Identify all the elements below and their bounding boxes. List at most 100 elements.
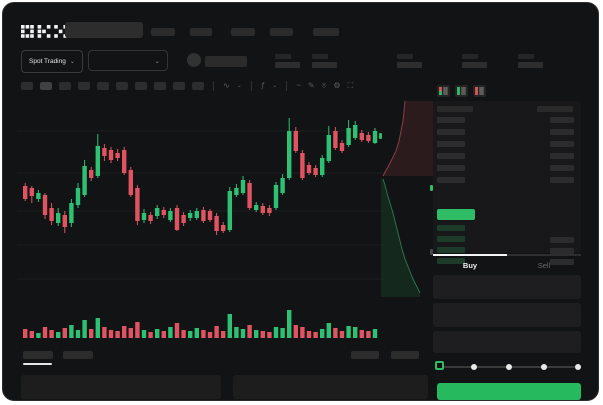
chart-section: ∿ ⌄ ƒ ⌄ ~ ✎ ⌾ ⚙ ⛶ [17, 77, 433, 400]
ask-row[interactable] [437, 117, 577, 123]
ask-row[interactable] [437, 177, 577, 183]
nav-item-1[interactable] [151, 28, 175, 36]
market-type-label: Spot Trading [29, 58, 66, 65]
bid-row[interactable] [437, 247, 577, 254]
ask-price-pill [437, 141, 465, 147]
ask-price-pill [437, 117, 465, 123]
ask-row[interactable] [437, 129, 577, 135]
slider-stop-100[interactable] [575, 364, 581, 370]
ask-qty-pill [550, 153, 574, 159]
slider-handle[interactable] [435, 361, 444, 370]
indicators-chevron-icon[interactable]: ⌄ [236, 83, 242, 89]
last-price-badge[interactable] [437, 209, 475, 220]
order-book [433, 101, 581, 265]
book-amount-column-header [537, 106, 573, 112]
orders-tab-active[interactable] [23, 351, 53, 359]
okx-logo[interactable] [21, 25, 67, 38]
nav-item-3[interactable] [231, 28, 255, 36]
orders-table-left [21, 375, 221, 399]
nav-item-2[interactable] [190, 28, 212, 36]
bid-row[interactable] [437, 225, 577, 231]
ask-qty-pill [550, 165, 574, 171]
slider-stop-25[interactable] [471, 364, 477, 370]
book-combined-icon[interactable] [437, 85, 450, 97]
coin-avatar [187, 53, 201, 67]
timeframe-pill-3[interactable] [59, 82, 71, 90]
buy-submit-button[interactable] [437, 383, 581, 400]
nav-item-4[interactable] [270, 28, 293, 36]
bid-price-pill [437, 225, 465, 231]
chevron-down-icon: ⌄ [69, 59, 75, 65]
ask-qty-pill [550, 177, 574, 183]
price-input[interactable] [433, 275, 581, 299]
timeframe-pill-9[interactable] [173, 82, 185, 90]
timeframe-pill-1[interactable] [21, 82, 33, 90]
settings-icon[interactable]: ⚙ [333, 81, 341, 90]
order-side-tabs: Buy Sell [433, 254, 581, 274]
book-price-column-header [437, 106, 473, 112]
trading-pair-selector[interactable]: ⌄ [88, 50, 168, 71]
timeframe-pill-4[interactable] [78, 82, 90, 90]
candlestick-chart[interactable] [17, 99, 383, 299]
ask-row[interactable] [437, 153, 577, 159]
orders-tab-underline [23, 363, 52, 365]
candle-style-icon[interactable]: ƒ [260, 81, 266, 90]
indicators-icon[interactable]: ∿ [223, 81, 230, 90]
candle-style-chevron-icon[interactable]: ⌄ [272, 83, 278, 89]
ask-row[interactable] [437, 141, 577, 147]
amount-input[interactable] [433, 303, 581, 327]
fullscreen-icon[interactable]: ⛶ [347, 81, 354, 90]
total-input[interactable] [433, 331, 581, 353]
bid-row[interactable] [437, 236, 577, 243]
app-window: Spot Trading ⌄ ⌄ ∿ ⌄ ƒ ⌄ ~ ✎ ⌾ ⚙ ⛶ Buy S [2, 2, 599, 401]
toolbar-divider [213, 81, 214, 91]
slider-stop-75[interactable] [541, 364, 547, 370]
orders-tab-2[interactable] [63, 351, 93, 359]
ticker-stat [275, 54, 300, 68]
market-type-selector[interactable]: Spot Trading ⌄ [21, 50, 83, 73]
ticker-stat [518, 54, 543, 68]
bid-price-pill [437, 258, 465, 264]
ask-row[interactable] [437, 165, 577, 171]
bid-qty-pill [550, 237, 574, 243]
draw-icon[interactable]: ✎ [307, 81, 315, 90]
toolbar-divider [250, 81, 252, 91]
timeframe-pill-7[interactable] [135, 82, 147, 90]
ask-price-pill [437, 129, 465, 135]
chart-toolbar: ∿ ⌄ ƒ ⌄ ~ ✎ ⌾ ⚙ ⛶ [21, 81, 353, 91]
timeframe-pill-2[interactable] [40, 82, 52, 90]
search-input[interactable] [65, 22, 143, 38]
book-asks-icon[interactable] [473, 85, 486, 97]
last-price-placeholder [205, 56, 247, 67]
book-bids-icon[interactable] [455, 85, 468, 97]
line-type-icon[interactable]: ~ [296, 81, 301, 90]
ask-price-pill [437, 177, 465, 183]
ask-qty-pill [550, 117, 574, 123]
tab-sell[interactable]: Sell [537, 260, 551, 270]
chevron-down-icon: ⌄ [154, 57, 160, 65]
depth-chart [379, 100, 433, 297]
slider-stop-50[interactable] [506, 364, 512, 370]
ticker-stat [462, 54, 487, 68]
ask-price-pill [437, 153, 465, 159]
camera-icon[interactable]: ⌾ [321, 81, 327, 90]
bid-price-pill [437, 236, 465, 242]
trade-panel: Buy Sell [433, 79, 581, 400]
nav-item-5[interactable] [313, 28, 339, 36]
timeframe-pill-10[interactable] [192, 82, 204, 90]
ticker-stat [397, 54, 422, 68]
volume-chart [23, 310, 378, 338]
orders-filter-2[interactable] [391, 351, 419, 359]
ticker-stat [312, 54, 337, 68]
timeframe-pill-8[interactable] [154, 82, 166, 90]
bid-price-pill [437, 247, 465, 253]
orders-filter-1[interactable] [351, 351, 379, 359]
tab-buy[interactable]: Buy [433, 254, 507, 274]
toolbar-divider [286, 81, 288, 91]
bid-qty-pill [550, 259, 574, 265]
bid-row[interactable] [437, 258, 577, 265]
ask-qty-pill [550, 141, 574, 147]
timeframe-pill-5[interactable] [97, 82, 109, 90]
ask-price-pill [437, 165, 465, 171]
timeframe-pill-6[interactable] [116, 82, 128, 90]
